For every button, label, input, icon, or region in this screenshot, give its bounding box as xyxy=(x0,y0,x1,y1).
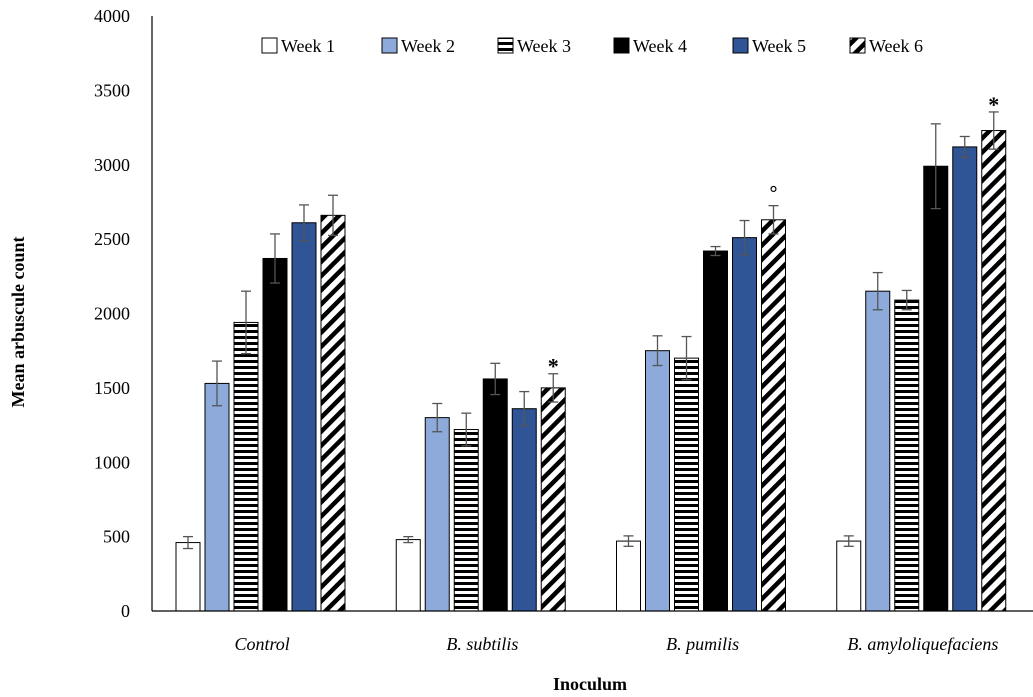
bar-week-6 xyxy=(761,219,786,612)
bar-week-2 xyxy=(645,350,670,612)
legend-swatch xyxy=(497,37,514,54)
y-axis-ticks: 0 500 1000 1500 2000 2500 3000 3500 4000 xyxy=(94,6,130,621)
bar-week-5 xyxy=(511,408,537,612)
bar-week-5 xyxy=(952,146,978,612)
significance-marker: * xyxy=(988,92,999,117)
category-labels: Control B. subtilis B. pumilis B. amyloliqu… xyxy=(234,634,998,654)
legend-label: Week 1 xyxy=(281,36,335,56)
legend-label: Week 4 xyxy=(633,36,687,56)
annotations: * ° * xyxy=(548,92,1000,379)
legend-label: Week 3 xyxy=(517,36,571,56)
bar-week-5 xyxy=(291,222,317,612)
legend-label: Week 5 xyxy=(752,36,806,56)
bar-week-5 xyxy=(732,237,757,612)
category-label: B. subtilis xyxy=(446,634,518,654)
bar-week-4 xyxy=(923,165,949,612)
y-tick-label: 2500 xyxy=(94,229,130,249)
bar-week-2 xyxy=(865,290,891,612)
axes xyxy=(151,16,1033,612)
bar-week-6 xyxy=(320,214,346,612)
legend-swatch xyxy=(381,37,398,54)
category-label: B. amyloliquefaciens xyxy=(847,634,998,654)
y-tick-label: 2000 xyxy=(94,304,130,324)
bar-week-4 xyxy=(482,378,508,612)
bar-week-3 xyxy=(233,321,259,612)
bar-week-4 xyxy=(262,257,288,612)
bar-week-1 xyxy=(836,540,862,612)
y-tick-label: 1000 xyxy=(94,452,130,472)
bar-week-1 xyxy=(616,540,641,612)
legend-swatch xyxy=(732,37,749,54)
y-tick-label: 0 xyxy=(121,601,130,621)
y-tick-label: 3000 xyxy=(94,155,130,175)
legend: Week 1 Week 2 Week 3 Week 4 Week 5 Week 6 xyxy=(261,36,923,56)
legend-swatch xyxy=(849,37,866,54)
y-tick-label: 3500 xyxy=(94,80,130,100)
bar-week-2 xyxy=(204,382,230,612)
legend-label: Week 2 xyxy=(401,36,455,56)
significance-marker: * xyxy=(548,354,559,379)
significance-marker: ° xyxy=(770,183,778,205)
legend-swatch xyxy=(613,37,630,54)
bar-week-3 xyxy=(674,357,699,612)
y-tick-label: 4000 xyxy=(94,6,130,26)
bar-week-6 xyxy=(540,387,566,612)
legend-label: Week 6 xyxy=(869,36,923,56)
bar-week-1 xyxy=(395,539,421,612)
x-axis-title: Inoculum xyxy=(553,674,627,694)
y-tick-label: 1500 xyxy=(94,378,130,398)
bar-week-1 xyxy=(175,542,201,612)
bars xyxy=(175,130,1007,612)
bar-week-2 xyxy=(424,417,450,612)
legend-swatch xyxy=(261,37,278,54)
bar-week-3 xyxy=(453,429,479,612)
category-label: B. pumilis xyxy=(666,634,739,654)
y-axis-title: Mean arbuscule count xyxy=(8,236,28,407)
bar-week-6 xyxy=(981,130,1007,612)
bar-week-3 xyxy=(894,299,920,612)
bar-week-4 xyxy=(703,250,728,612)
error-bars xyxy=(183,111,999,550)
category-label: Control xyxy=(234,634,289,654)
y-tick-label: 500 xyxy=(103,527,130,547)
